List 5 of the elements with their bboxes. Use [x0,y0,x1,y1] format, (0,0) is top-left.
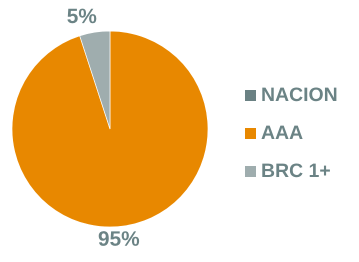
legend-label: NACION [262,87,336,102]
legend-label: BRC 1+ [262,163,330,178]
data-label: 5% [67,8,96,24]
data-label: 95% [98,231,140,246]
legend-label: AAA [261,126,303,140]
